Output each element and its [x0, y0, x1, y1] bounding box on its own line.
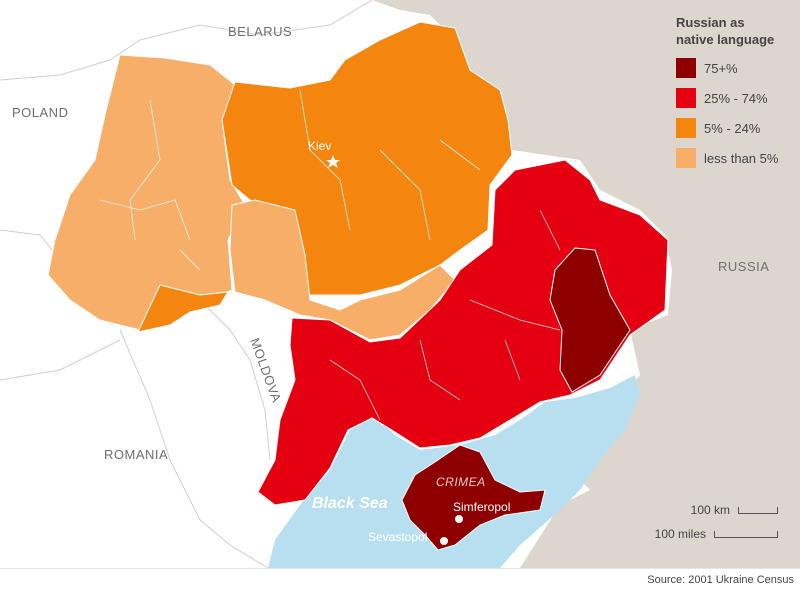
- scale-row-miles: 100 miles: [655, 522, 778, 546]
- scale-label-km: 100 km: [690, 503, 730, 517]
- sevastopol-dot-icon: [440, 537, 448, 545]
- label-black-sea: Black Sea: [312, 495, 388, 512]
- legend-label: 25% - 74%: [704, 90, 768, 106]
- label-romania: ROMANIA: [104, 447, 168, 462]
- scale-row-km: 100 km: [655, 498, 778, 522]
- region-south: [257, 159, 669, 506]
- legend-title-line2: native language: [676, 32, 775, 47]
- label-russia: RUSSIA: [718, 259, 769, 274]
- scale-bar-miles: [714, 530, 778, 538]
- legend: Russian as native language 75+% 25% - 74…: [676, 14, 794, 176]
- legend-title: Russian as native language: [676, 14, 794, 48]
- scale-bar-km: [738, 506, 778, 514]
- source-note: Source: 2001 Ukraine Census: [647, 574, 794, 586]
- simferopol-dot-icon: [455, 515, 463, 523]
- legend-item: 5% - 24%: [676, 116, 794, 140]
- legend-item: 75+%: [676, 56, 794, 80]
- legend-swatch: [676, 58, 696, 78]
- region-donetsk: [549, 247, 631, 393]
- scale-label-miles: 100 miles: [654, 527, 706, 541]
- ukraine-regions: [47, 21, 669, 551]
- legend-item: less than 5%: [676, 146, 794, 170]
- legend-label: less than 5%: [704, 150, 779, 166]
- label-poland: POLAND: [12, 105, 68, 120]
- legend-swatch: [676, 148, 696, 168]
- legend-swatch: [676, 88, 696, 108]
- label-simferopol: Simferopol: [453, 500, 510, 514]
- region-crimea: [401, 444, 546, 551]
- footer-divider: [0, 568, 800, 569]
- label-crimea: CRIMEA: [436, 475, 486, 489]
- label-sevastopol: Sevastopol: [368, 530, 427, 544]
- neighbor-borders: [0, 0, 373, 569]
- region-southwest: [137, 284, 229, 333]
- legend-label: 75+%: [704, 60, 738, 76]
- legend-label: 5% - 24%: [704, 120, 761, 136]
- legend-item: 25% - 74%: [676, 86, 794, 110]
- russia-territory: [372, 0, 800, 568]
- label-kiev: Kiev: [308, 139, 331, 153]
- label-belarus: BELARUS: [228, 24, 292, 39]
- legend-swatch: [676, 118, 696, 138]
- kiev-capital-star-icon: [326, 155, 340, 168]
- legend-title-line1: Russian as: [676, 15, 745, 30]
- scale-bar-group: 100 km 100 miles: [655, 498, 778, 546]
